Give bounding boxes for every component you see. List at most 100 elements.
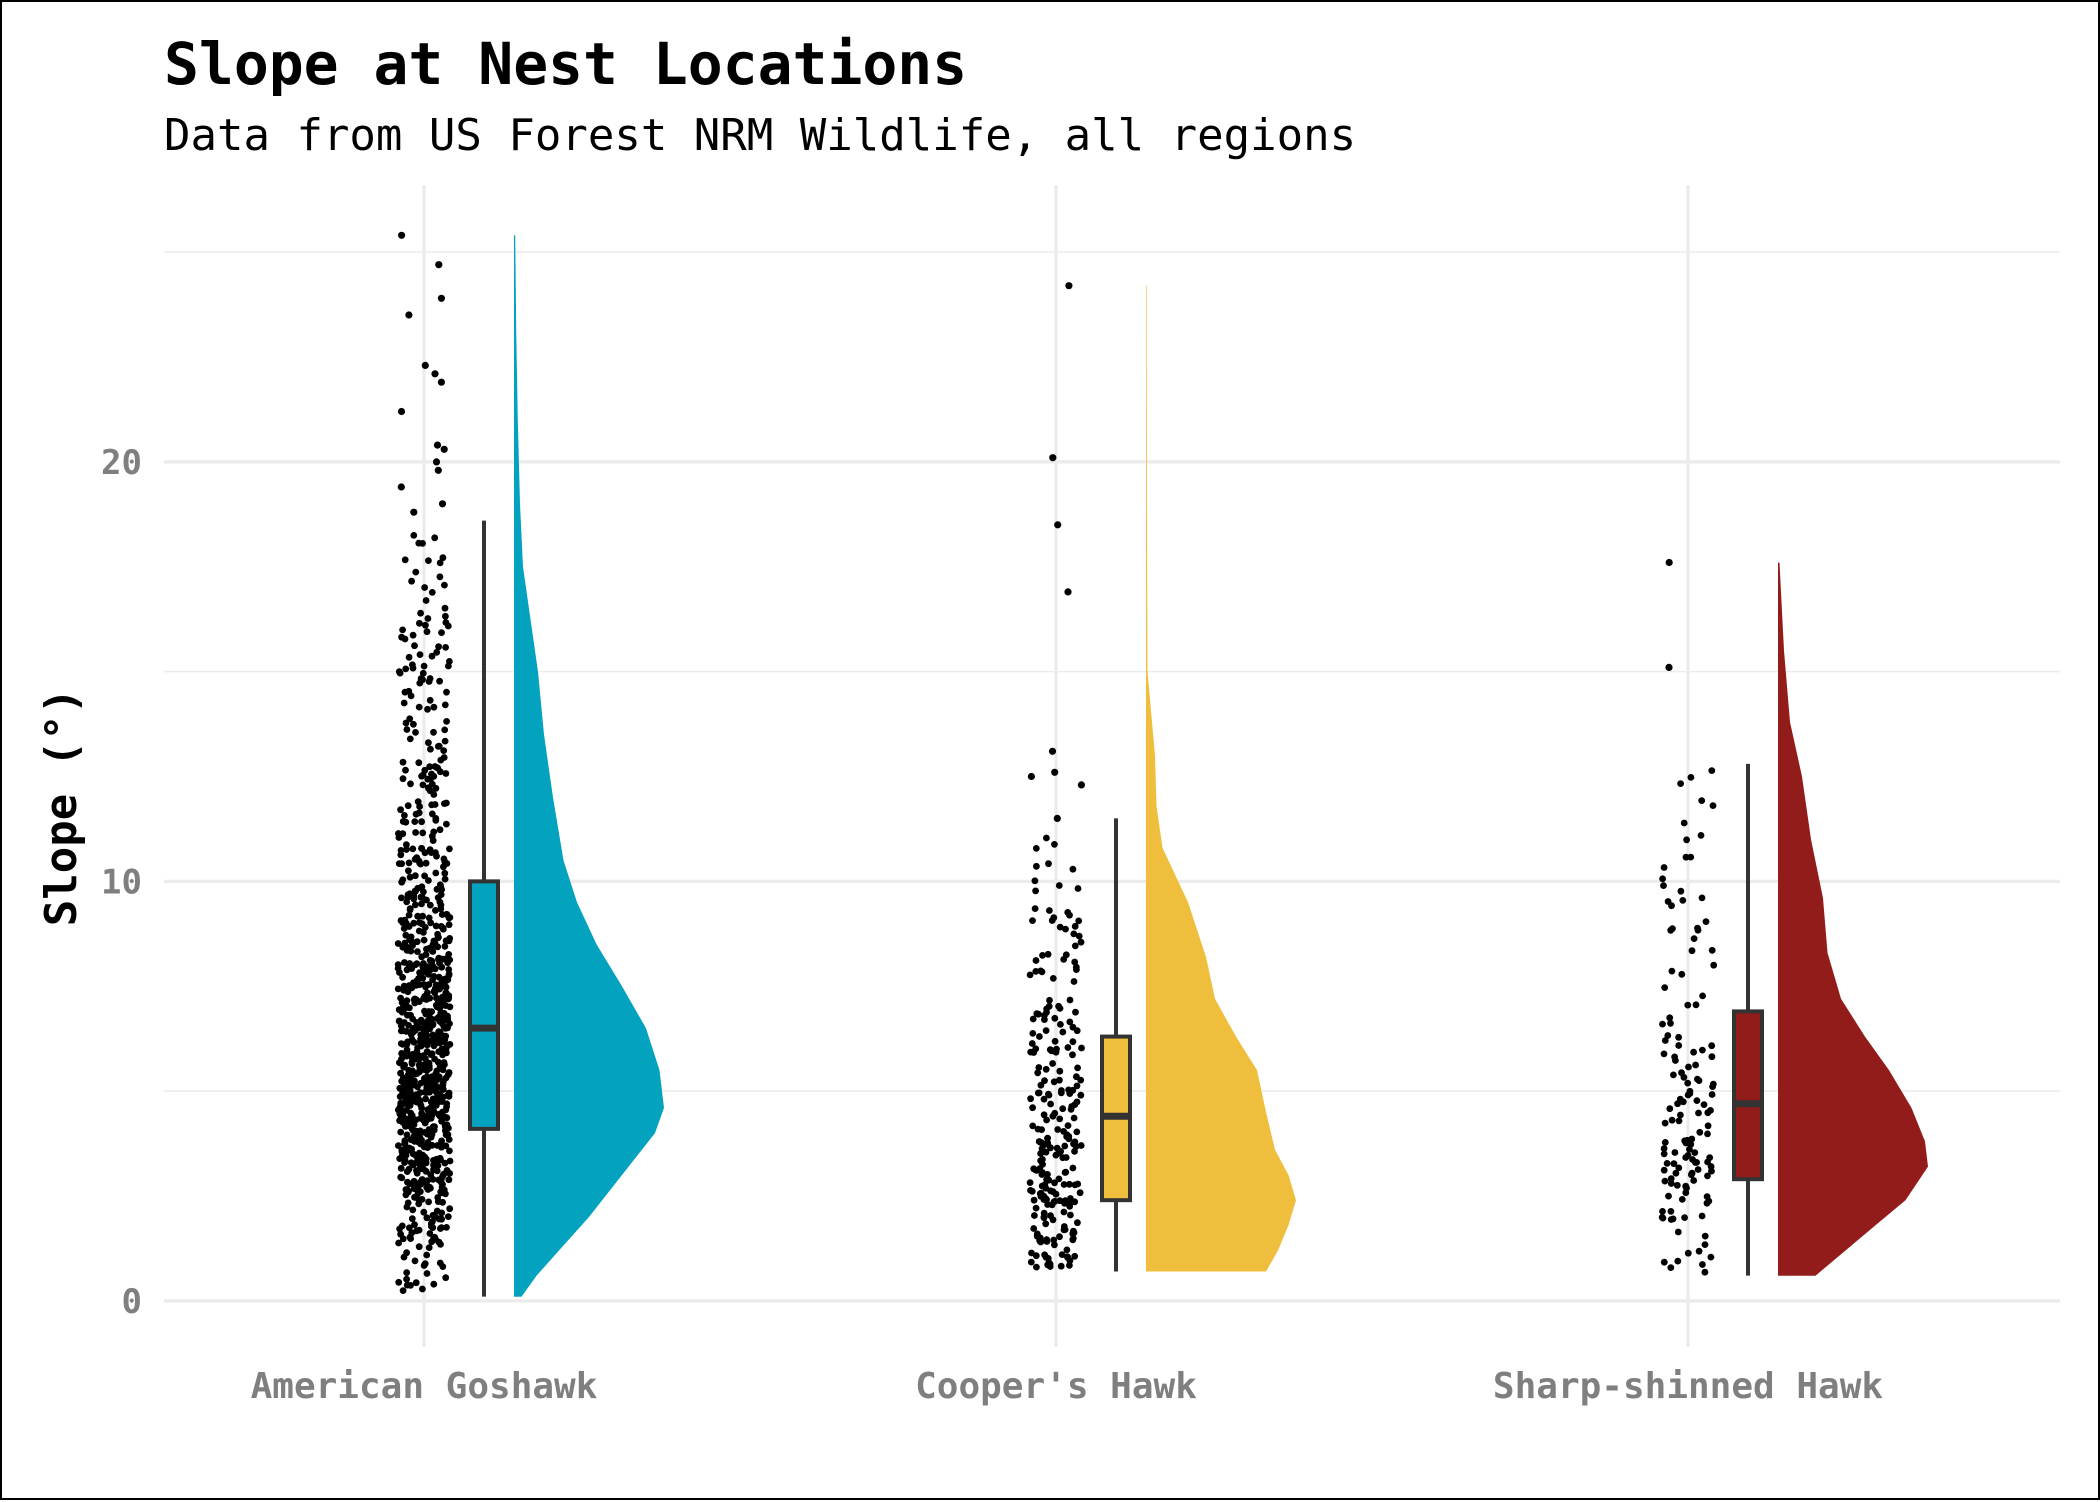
outlier-point bbox=[435, 261, 443, 269]
data-point bbox=[1036, 1237, 1044, 1245]
data-point bbox=[437, 1188, 445, 1196]
data-point bbox=[424, 615, 432, 622]
data-point bbox=[1700, 1101, 1708, 1108]
data-point bbox=[444, 1213, 452, 1220]
data-point bbox=[397, 1059, 404, 1067]
data-point bbox=[399, 919, 407, 926]
data-point bbox=[439, 1263, 447, 1270]
data-point bbox=[442, 1046, 450, 1053]
data-point bbox=[1681, 1214, 1688, 1221]
data-point bbox=[425, 877, 432, 884]
data-point bbox=[419, 540, 426, 547]
data-point bbox=[1049, 1216, 1057, 1224]
data-point bbox=[412, 729, 419, 736]
data-point bbox=[431, 534, 439, 542]
data-point bbox=[428, 1131, 436, 1138]
data-point bbox=[1058, 1087, 1065, 1094]
data-point bbox=[1032, 1204, 1040, 1212]
x-tick-label: Sharp-shinned Hawk bbox=[1493, 1366, 1883, 1407]
data-point bbox=[1664, 898, 1672, 905]
data-point bbox=[1035, 1064, 1043, 1071]
data-point bbox=[1048, 917, 1056, 924]
data-point bbox=[1661, 1037, 1669, 1044]
data-point bbox=[1675, 1117, 1683, 1125]
data-point bbox=[1670, 1071, 1677, 1079]
data-point bbox=[1660, 1166, 1668, 1174]
data-point bbox=[440, 863, 447, 871]
data-point bbox=[416, 619, 423, 627]
data-point bbox=[439, 554, 447, 562]
data-point bbox=[1677, 780, 1684, 787]
data-point bbox=[425, 557, 432, 564]
data-point bbox=[1071, 1138, 1079, 1146]
data-point bbox=[1688, 1171, 1695, 1179]
data-point bbox=[1075, 917, 1083, 925]
data-point bbox=[1690, 1048, 1697, 1056]
data-point bbox=[411, 1221, 418, 1229]
data-point bbox=[1045, 860, 1052, 868]
y-axis-title: Slope (°) bbox=[36, 688, 87, 926]
data-point bbox=[1051, 1037, 1059, 1045]
data-point bbox=[423, 1067, 431, 1074]
data-point bbox=[1055, 1002, 1062, 1010]
data-point bbox=[432, 1082, 440, 1090]
data-point bbox=[446, 1003, 454, 1011]
data-point bbox=[404, 988, 412, 996]
data-point bbox=[416, 969, 423, 977]
data-point bbox=[1077, 1142, 1085, 1149]
data-point bbox=[426, 1230, 434, 1237]
outlier-point bbox=[397, 407, 406, 416]
data-point bbox=[1667, 1180, 1675, 1187]
data-point bbox=[1039, 952, 1046, 959]
y-tick-label: 0 bbox=[122, 1282, 142, 1322]
data-point bbox=[410, 919, 418, 927]
data-point bbox=[1043, 834, 1050, 842]
data-point bbox=[1684, 1001, 1692, 1009]
data-point bbox=[407, 1109, 415, 1117]
data-point bbox=[1056, 923, 1064, 931]
data-point bbox=[426, 1183, 433, 1191]
data-point bbox=[443, 1167, 451, 1174]
data-point bbox=[413, 1019, 421, 1026]
data-point bbox=[413, 938, 421, 946]
data-point bbox=[1688, 947, 1696, 955]
outlier-point bbox=[437, 294, 445, 302]
outlier-point bbox=[1065, 282, 1073, 290]
data-point bbox=[1070, 930, 1078, 938]
data-point bbox=[1077, 938, 1085, 946]
data-point bbox=[436, 1063, 444, 1070]
data-point bbox=[403, 1281, 411, 1289]
data-point bbox=[424, 1177, 431, 1184]
chart-title: Slope at Nest Locations bbox=[164, 30, 968, 98]
data-point bbox=[396, 969, 403, 976]
outlier-point bbox=[1053, 814, 1061, 823]
x-tick-label: American Goshawk bbox=[251, 1366, 598, 1407]
data-point bbox=[1045, 1090, 1052, 1098]
data-point bbox=[1029, 1030, 1037, 1037]
data-point bbox=[1076, 1189, 1084, 1197]
data-point bbox=[1028, 1040, 1036, 1047]
data-point bbox=[404, 802, 412, 810]
data-point bbox=[413, 1091, 420, 1099]
data-point bbox=[1660, 864, 1668, 871]
data-point bbox=[430, 1042, 438, 1050]
data-point bbox=[1075, 932, 1083, 940]
data-point bbox=[424, 1112, 431, 1119]
data-point bbox=[436, 1090, 444, 1098]
data-point bbox=[409, 664, 417, 672]
data-point bbox=[1067, 1105, 1075, 1113]
data-point bbox=[406, 960, 414, 967]
data-point bbox=[408, 577, 415, 585]
data-point bbox=[1692, 1061, 1699, 1069]
data-point bbox=[433, 1035, 441, 1043]
data-point bbox=[1699, 1261, 1706, 1268]
data-point bbox=[1666, 1014, 1674, 1022]
data-point bbox=[1071, 958, 1079, 966]
outlier-point bbox=[1054, 521, 1062, 529]
data-point bbox=[426, 994, 434, 1002]
data-point bbox=[411, 1257, 419, 1265]
data-point bbox=[423, 1214, 431, 1222]
data-point bbox=[1679, 897, 1687, 904]
data-point bbox=[1070, 1229, 1078, 1237]
data-point bbox=[444, 1012, 451, 1020]
